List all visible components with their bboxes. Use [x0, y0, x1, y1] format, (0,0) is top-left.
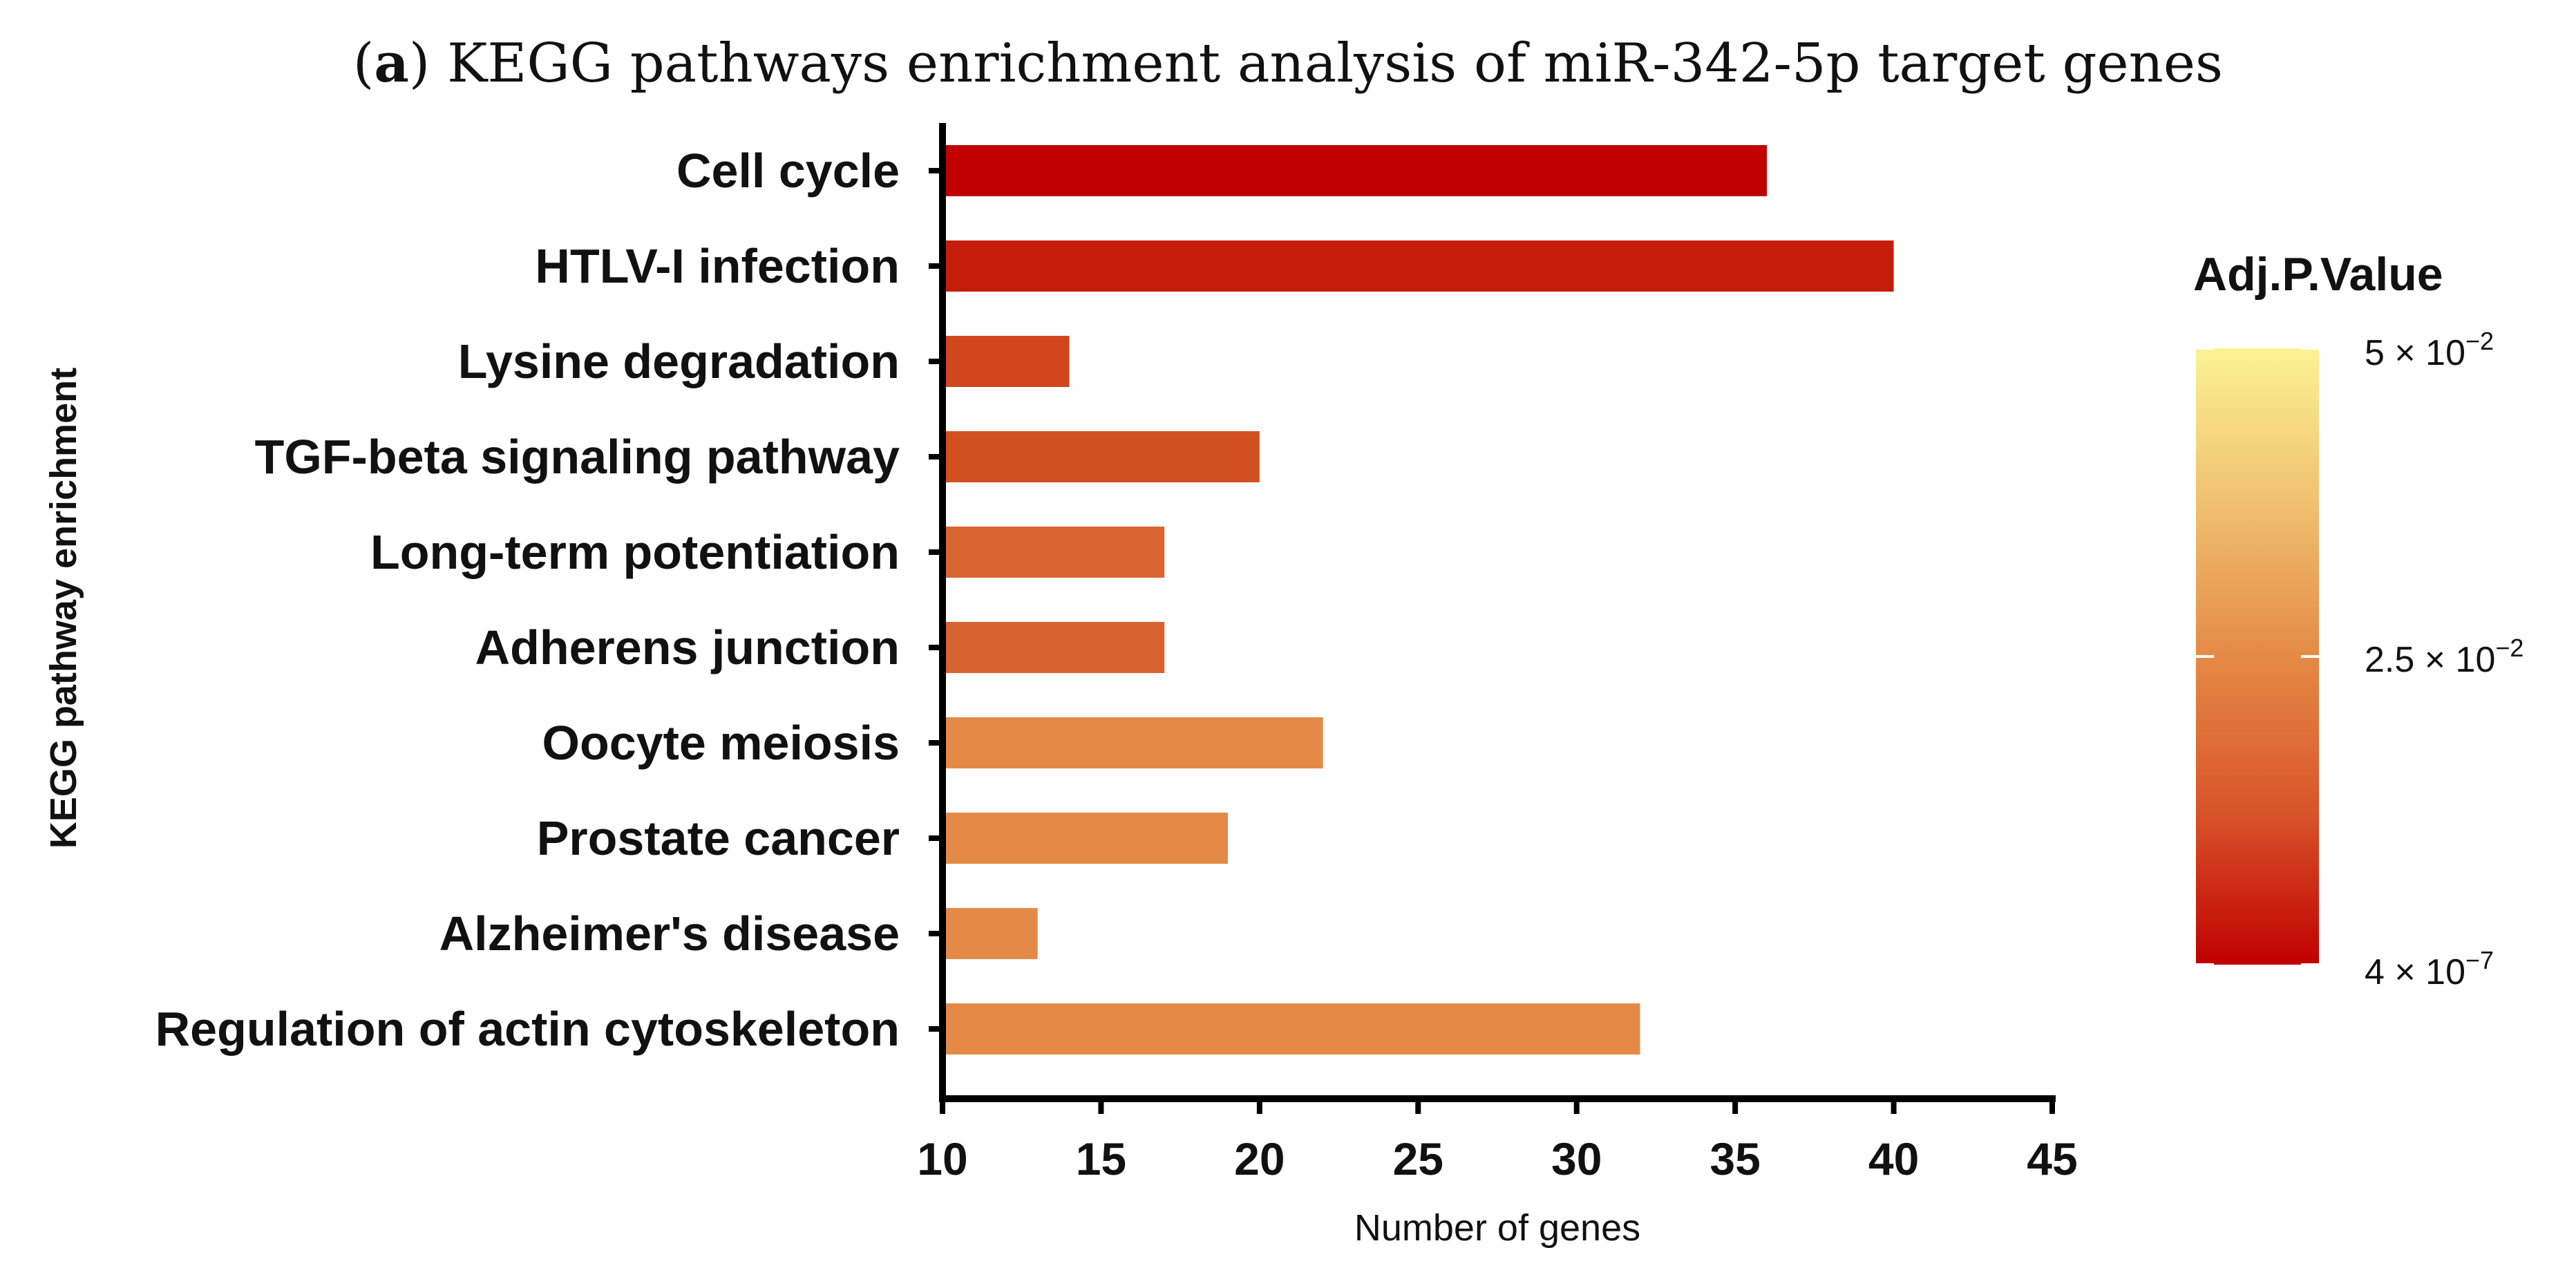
x-tick-label: 10	[917, 1133, 967, 1184]
category-label: Alzheimer's disease	[439, 907, 900, 961]
x-tick-label: 20	[1234, 1133, 1285, 1184]
category-label: Long-term potentiation	[370, 525, 900, 579]
bar	[943, 336, 1070, 387]
bar	[943, 717, 1323, 768]
x-tick-label: 45	[2027, 1133, 2077, 1184]
bar	[943, 1003, 1640, 1054]
legend-colorbar	[2196, 348, 2319, 965]
x-tick-label: 35	[1710, 1133, 1760, 1184]
x-tick-label: 30	[1551, 1133, 1602, 1184]
category-labels: Cell cycle HTLV-I infection Lysine degrada…	[155, 144, 943, 1056]
legend-title: Adj.P.Value	[2193, 248, 2443, 301]
x-axis-title: Number of genes	[1354, 1207, 1640, 1249]
bars	[943, 145, 1894, 1054]
x-tick-label: 25	[1393, 1133, 1443, 1184]
bar	[943, 813, 1228, 864]
bar	[943, 527, 1165, 578]
x-tick-label: 15	[1076, 1133, 1126, 1184]
x-tick-label: 40	[1868, 1133, 1919, 1184]
legend-tick-top: 5 × 10−2	[2365, 327, 2494, 373]
category-label: Prostate cancer	[537, 811, 900, 865]
category-label: Cell cycle	[676, 144, 900, 198]
chart-title: (a) KEGG pathways enrichment analysis of…	[353, 32, 2223, 95]
category-label: Oocyte meiosis	[542, 716, 900, 770]
legend-tick-marks	[2196, 347, 2319, 966]
x-ticks: 10 15 20 25 30 35 40 45	[917, 1099, 2078, 1184]
y-axis-title: KEGG pathway enrichment	[43, 368, 84, 849]
category-label: Regulation of actin cytoskeleton	[155, 1002, 900, 1056]
bar	[943, 908, 1038, 959]
bar	[943, 145, 1768, 196]
bar	[943, 240, 1894, 292]
bar	[943, 431, 1260, 482]
legend-tick-bottom: 4 × 10−7	[2365, 946, 2494, 992]
category-label: Lysine degradation	[458, 334, 900, 388]
category-label: TGF-beta signaling pathway	[255, 430, 900, 484]
category-label: HTLV-I infection	[535, 239, 900, 293]
category-label: Adherens junction	[475, 621, 900, 674]
legend-tick-mid: 2.5 × 10−2	[2365, 634, 2523, 680]
bar	[943, 622, 1165, 673]
